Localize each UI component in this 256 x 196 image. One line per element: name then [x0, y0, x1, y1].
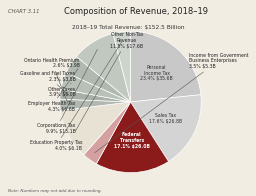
Text: Federal
Transfers
17.1% $26.0B: Federal Transfers 17.1% $26.0B: [114, 132, 150, 149]
Wedge shape: [131, 95, 201, 162]
Wedge shape: [61, 73, 131, 102]
Text: Gasoline and Fuel Taxes
2.3% $3.5B: Gasoline and Fuel Taxes 2.3% $3.5B: [20, 71, 76, 95]
Wedge shape: [96, 102, 169, 173]
Text: Other Taxes
3.9% $6.0B: Other Taxes 3.9% $6.0B: [48, 83, 76, 97]
Text: Education Property Tax
4.0% $6.1B: Education Property Tax 4.0% $6.1B: [30, 40, 123, 151]
Wedge shape: [131, 31, 201, 102]
Wedge shape: [60, 99, 131, 111]
Wedge shape: [84, 102, 131, 164]
Text: 2018–19 Total Revenue: $152.5 Billion: 2018–19 Total Revenue: $152.5 Billion: [72, 24, 184, 30]
Text: CHART 3.11: CHART 3.11: [8, 9, 39, 14]
Text: Income from Government
Business Enterprises
3.5% $5.3B: Income from Government Business Enterpri…: [95, 53, 248, 153]
Wedge shape: [60, 89, 131, 102]
Text: Personal
Income Tax
23.4% $35.6B: Personal Income Tax 23.4% $35.6B: [140, 65, 173, 81]
Text: Note: Numbers may not add due to rounding.: Note: Numbers may not add due to roundin…: [8, 189, 101, 193]
Text: Sales Tax
17.6% $26.8B: Sales Tax 17.6% $26.8B: [149, 113, 182, 124]
Text: Ontario Health Premium
2.6% $3.9B: Ontario Health Premium 2.6% $3.9B: [24, 58, 80, 104]
Text: Corporations Tax
9.9% $15.1B: Corporations Tax 9.9% $15.1B: [37, 49, 98, 134]
Wedge shape: [60, 102, 131, 155]
Wedge shape: [113, 31, 131, 102]
Text: Employer Health Tax
4.3% $6.6B: Employer Health Tax 4.3% $6.6B: [28, 69, 78, 112]
Wedge shape: [66, 56, 131, 102]
Wedge shape: [76, 34, 131, 102]
Text: Composition of Revenue, 2018–19: Composition of Revenue, 2018–19: [64, 7, 208, 16]
Text: Other Non-Tax
Revenue
11.5% $17.6B: Other Non-Tax Revenue 11.5% $17.6B: [76, 32, 144, 131]
